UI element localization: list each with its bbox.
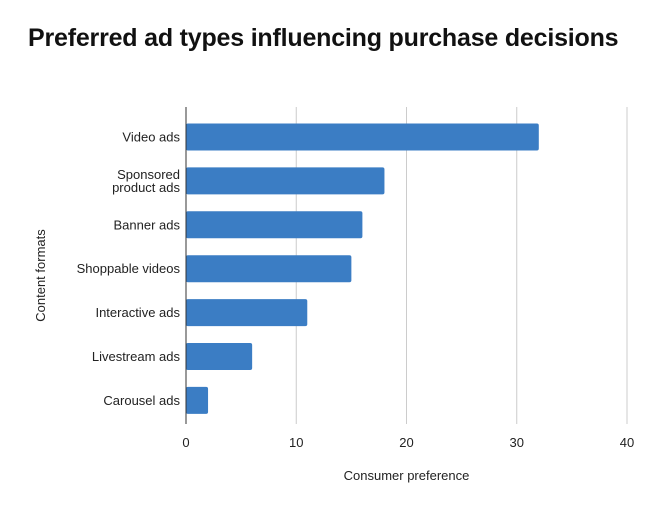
bar: [186, 343, 253, 370]
bar: [186, 211, 363, 239]
y-tick-label: Livestream ads: [92, 349, 181, 364]
bars: [186, 123, 539, 414]
y-tick-label: Shoppable videos: [77, 261, 181, 276]
bar: [186, 123, 539, 151]
x-axis-title: Consumer preference: [344, 468, 470, 483]
bar: [186, 386, 209, 414]
y-tick-label: product ads: [112, 180, 180, 195]
x-tick-label: 10: [289, 435, 303, 450]
y-tick-label: Sponsored: [117, 167, 180, 182]
y-tick-label: Carousel ads: [103, 393, 180, 408]
bar: [186, 255, 352, 283]
y-tick-label: Video ads: [122, 130, 180, 145]
y-tick-label: Banner ads: [114, 217, 181, 232]
gridlines: [295, 107, 628, 424]
x-tick-label: 0: [182, 435, 189, 450]
x-tick-label: 30: [510, 435, 524, 450]
y-tick-label: Interactive ads: [95, 305, 180, 320]
bar: [186, 299, 308, 327]
x-tick-label: 20: [399, 435, 413, 450]
chart-title: Preferred ad types influencing purchase …: [28, 24, 619, 52]
bar: [186, 167, 385, 195]
x-tick-label: 40: [620, 435, 634, 450]
x-tick-labels: 0 10 20 30 40: [182, 435, 634, 450]
y-axis-title: Content formats: [33, 229, 48, 322]
